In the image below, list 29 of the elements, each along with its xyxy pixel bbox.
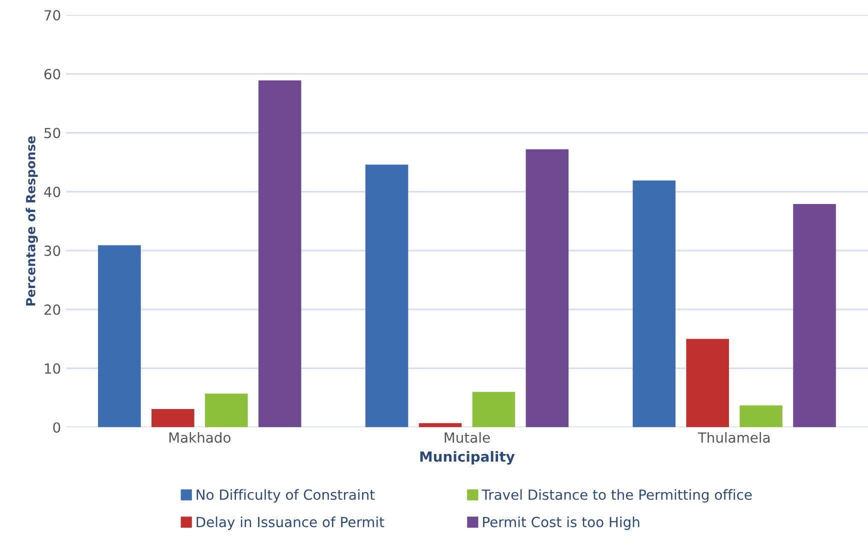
bar — [740, 405, 782, 428]
y-tick-label: 40 — [44, 186, 60, 198]
y-tick-label: 30 — [44, 246, 60, 256]
y-tick-label: 0 — [53, 422, 60, 433]
x-tick-label: Thulamela — [698, 432, 770, 443]
legend-label: Travel Distance to the Permitting office — [482, 489, 752, 503]
y-tick-label: 70 — [44, 10, 60, 21]
y-tick-label: 20 — [44, 304, 60, 315]
bar — [632, 180, 676, 428]
y-tick-label: 50 — [44, 128, 60, 138]
bar — [526, 149, 569, 428]
bar — [418, 423, 462, 428]
x-tick-label: Makhado — [169, 432, 230, 443]
legend-label: Delay in Issuance of Permit — [196, 516, 384, 530]
x-axis-title: Municipality — [420, 451, 515, 465]
y-axis-title: Percentage of Response — [26, 136, 38, 306]
bar — [686, 338, 729, 428]
y-tick-label: 10 — [44, 363, 60, 374]
legend-label: Permit Cost is too High — [483, 516, 640, 530]
bar — [152, 408, 194, 428]
bar — [472, 392, 516, 428]
bar — [258, 80, 302, 428]
bar — [98, 245, 141, 428]
legend-label: No Difficulty of Constraint — [196, 489, 375, 503]
bar — [204, 394, 248, 428]
bar — [365, 164, 408, 428]
bar — [793, 204, 836, 428]
y-tick-label: 60 — [44, 68, 60, 80]
x-tick-label: Mutale — [444, 432, 490, 443]
